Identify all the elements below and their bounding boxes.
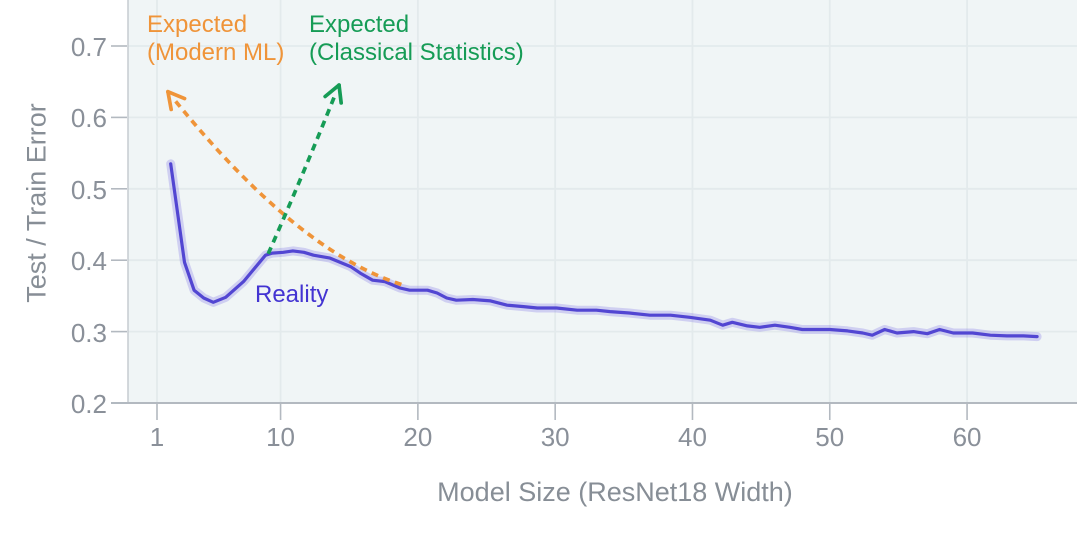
annotation-expected-modern-ml: Expected (Modern ML)	[147, 11, 284, 67]
x-tick-label: 10	[266, 422, 296, 452]
expected-classical-statistics-arrow-arrowhead	[337, 83, 344, 105]
annotation-line: Expected	[147, 11, 248, 38]
annotation-reality: Reality	[255, 281, 328, 309]
x-tick-label: 40	[678, 422, 707, 452]
expected-modern-ml-arrow-arrowhead	[166, 89, 174, 112]
x-tick-label: 1	[149, 422, 165, 452]
annotation-line: (Modern ML)	[147, 39, 285, 66]
expected-classical-statistics-arrow-dashed-line	[266, 94, 337, 255]
annotation-line: Expected	[309, 11, 410, 38]
y-tick-label: 0.4	[70, 246, 107, 277]
annotation-line: Reality	[255, 281, 329, 308]
y-axis-title: Test / Train Error	[21, 103, 52, 303]
annotation-expected-classical-statistics: Expected (Classical Statistics)	[309, 11, 524, 67]
y-tick-label: 0.3	[70, 317, 107, 348]
y-tick-label: 0.7	[70, 32, 107, 62]
x-tick-label: 30	[540, 422, 570, 452]
y-tick-label: 0.2	[70, 389, 107, 419]
x-tick-label: 50	[815, 422, 845, 452]
x-axis-title: Model Size (ResNet18 Width)	[437, 477, 793, 507]
plot-area	[128, 0, 1077, 403]
annotation-line: (Classical Statistics)	[309, 39, 524, 66]
y-tick-label: 0.5	[70, 174, 107, 205]
x-tick-label: 20	[403, 422, 433, 452]
x-tick-label: 60	[952, 422, 982, 452]
expected-classical-statistics-arrow-arrowhead	[323, 83, 341, 99]
reality-line	[169, 162, 1039, 339]
expected-modern-ml-arrow-dashed-line	[173, 99, 402, 287]
y-tick-label: 0.6	[70, 103, 107, 134]
expected-modern-ml-arrow-arrowhead	[166, 89, 187, 101]
